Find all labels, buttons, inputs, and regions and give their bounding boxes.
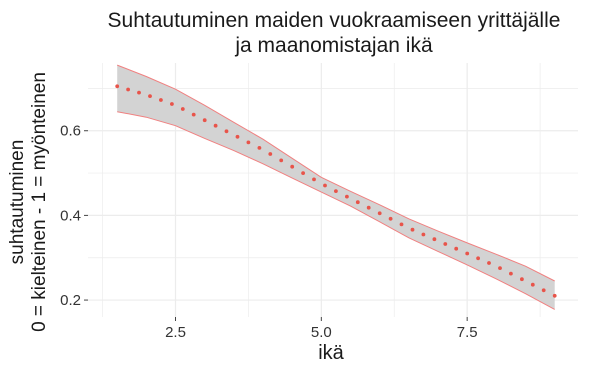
prediction-point (410, 227, 415, 232)
confidence-band-fill (117, 65, 555, 310)
prediction-point (137, 90, 141, 95)
prediction-point (487, 261, 491, 265)
prediction-point (115, 84, 120, 89)
prediction-point (443, 242, 448, 246)
prediction-point (377, 211, 382, 216)
prediction-point (366, 205, 371, 210)
prediction-point (159, 98, 163, 102)
x-axis-label: ikä (318, 342, 344, 364)
prediction-point (454, 246, 459, 251)
prediction-point (224, 129, 229, 134)
confidence-band (117, 64, 555, 310)
prediction-point (312, 177, 316, 182)
prediction-point (235, 134, 240, 139)
prediction-point (476, 256, 480, 261)
confidence-band-lower (117, 111, 555, 310)
prediction-point (399, 222, 404, 227)
chart-title-line-2: ja maanomistajan ikä (234, 34, 433, 57)
y-axis: 0.2 0.4 0.6 (60, 123, 88, 309)
prediction-point (334, 189, 338, 194)
y-tick-label: 0.4 (60, 207, 81, 224)
prediction-point (345, 194, 349, 199)
prediction-point (388, 216, 393, 221)
x-axis: 2.5 5.0 7.5 (165, 317, 478, 341)
prediction-point (520, 277, 524, 282)
x-tick-label: 7.5 (457, 324, 478, 341)
prediction-point (170, 102, 174, 106)
prediction-point (191, 112, 196, 117)
prediction-point (301, 171, 305, 176)
prediction-point (290, 164, 295, 169)
plot-panel (88, 63, 578, 317)
prediction-point (552, 293, 557, 298)
prediction-point (246, 140, 251, 145)
y-axis-label-line-1: suhtautuminen (7, 140, 28, 265)
prediction-point (432, 237, 437, 242)
chart-title-line-1: Suhtautuminen maiden vuokraamiseen yritt… (108, 9, 561, 32)
prediction-point (213, 123, 218, 128)
y-axis-label-line-2: 0 = kielteinen - 1 = myönteinen (29, 72, 50, 332)
prediction-points (115, 84, 557, 298)
y-tick-label: 0.6 (60, 123, 81, 140)
prediction-point (279, 158, 284, 163)
prediction-point (126, 87, 130, 92)
prediction-point (465, 251, 470, 256)
grid (88, 63, 578, 317)
prediction-point (180, 107, 185, 111)
prediction-point (509, 271, 513, 276)
prediction-point (323, 183, 327, 188)
prediction-point (421, 232, 426, 237)
prediction-point (148, 94, 152, 98)
prediction-point (257, 146, 262, 150)
y-tick-label: 0.2 (60, 292, 81, 309)
x-tick-label: 5.0 (311, 324, 332, 341)
prediction-point (355, 200, 360, 205)
prediction-point (530, 282, 535, 287)
prediction-point (268, 152, 273, 156)
prediction-point (202, 118, 207, 123)
prediction-point (541, 288, 546, 293)
prediction-point (498, 266, 502, 270)
x-tick-label: 2.5 (165, 324, 186, 341)
confidence-band-upper (117, 64, 555, 282)
